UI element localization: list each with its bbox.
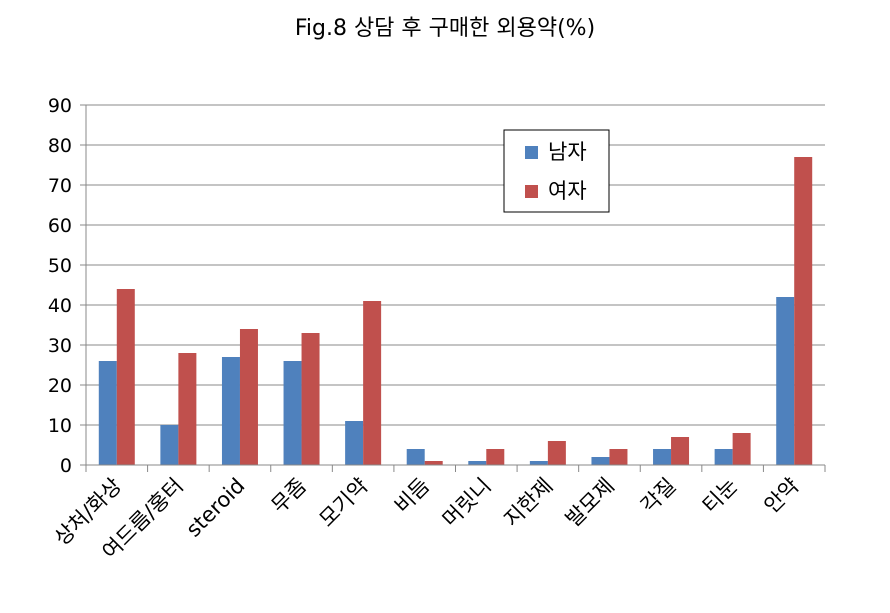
bar-male: [468, 461, 487, 465]
bar-female: [609, 449, 628, 465]
bar-male: [653, 449, 672, 465]
bar-female: [116, 289, 135, 465]
y-tick-label: 70: [48, 175, 72, 197]
x-tick-label: 발모제: [561, 474, 619, 532]
x-tick-label: 티눈: [698, 474, 742, 518]
y-tick-label: 40: [48, 295, 72, 317]
legend-label: 여자: [548, 179, 587, 203]
y-tick-label: 50: [48, 255, 72, 277]
bar-male: [591, 457, 610, 465]
bar-male: [529, 461, 548, 465]
bar-female: [486, 449, 505, 465]
x-tick-label: 무좀: [267, 474, 311, 518]
legend-swatch: [525, 146, 538, 159]
bar-female: [239, 329, 258, 465]
bar-male: [221, 357, 240, 465]
x-tick-label: 모기약: [315, 474, 373, 532]
bar-male: [776, 297, 795, 465]
x-tick-label: 안약: [759, 474, 803, 518]
y-tick-label: 30: [48, 335, 72, 357]
bar-female: [547, 441, 566, 465]
y-tick-label: 60: [48, 215, 72, 237]
bar-female: [732, 433, 751, 465]
bar-female: [363, 301, 382, 465]
legend-label: 남자: [548, 140, 587, 164]
bar-male: [160, 425, 179, 465]
y-tick-label: 10: [48, 415, 72, 437]
bar-male: [714, 449, 733, 465]
bar-female: [424, 461, 443, 465]
y-tick-label: 90: [48, 95, 72, 117]
bar-male: [406, 449, 425, 465]
bar-female: [794, 157, 813, 465]
bar-male: [283, 361, 302, 465]
bars: [98, 157, 813, 465]
x-tick-label: steroid: [181, 474, 249, 542]
x-tick-label: 지한제: [499, 474, 557, 532]
x-tick-label: 각질: [636, 474, 680, 518]
bar-male: [345, 421, 364, 465]
x-tick-label: 비듬: [390, 474, 434, 518]
bar-male: [98, 361, 117, 465]
legend-box: [503, 129, 610, 213]
bar-female: [178, 353, 197, 465]
bar-female: [671, 437, 690, 465]
chart-title: Fig.8 상담 후 구매한 외용약(%): [294, 16, 596, 41]
bar-female: [301, 333, 320, 465]
y-axis: 0 10 20 30 40 50 60 70 80 90: [48, 95, 87, 477]
y-tick-label: 0: [60, 455, 72, 477]
grid-lines: [86, 104, 825, 426]
y-tick-label: 80: [48, 135, 72, 157]
legend-swatch: [525, 185, 538, 198]
y-tick-label: 20: [48, 375, 72, 397]
x-tick-label: 머릿니: [438, 474, 496, 532]
